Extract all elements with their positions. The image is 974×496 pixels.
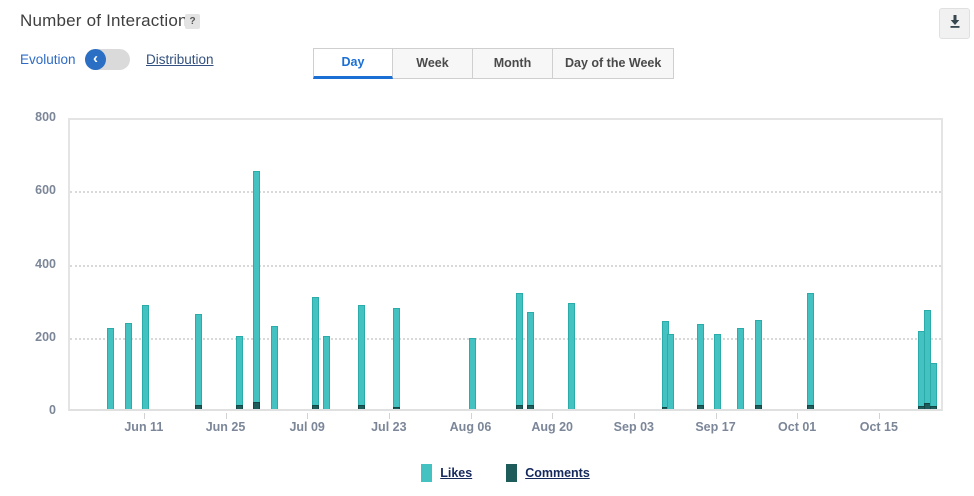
bar-likes[interactable] (527, 311, 535, 409)
comments-swatch-icon (506, 464, 518, 482)
y-axis-tick-label: 400 (35, 256, 56, 271)
bar-likes[interactable] (667, 333, 675, 409)
bar-likes[interactable] (253, 170, 261, 409)
likes-swatch-icon (421, 464, 433, 482)
y-axis-tick-label: 600 (35, 183, 56, 198)
x-axis-tick-label: Aug 06 (449, 420, 492, 434)
x-axis-tick-label: Sep 17 (695, 420, 736, 434)
bar-comments[interactable] (696, 405, 704, 409)
bar-comments[interactable] (527, 405, 535, 409)
bar-likes[interactable] (358, 304, 366, 409)
toggle-knob-chevron-left-icon: ‹ (85, 49, 106, 70)
download-button[interactable] (939, 8, 970, 39)
x-axis-tick-label: Jul 09 (289, 420, 325, 434)
x-axis-tick-mark (388, 413, 390, 419)
x-axis-tick-mark (552, 413, 554, 419)
period-tabs: Day Week Month Day of the Week (313, 48, 675, 79)
evolution-label[interactable]: Evolution (20, 52, 76, 67)
gridline (70, 337, 941, 340)
x-axis-tick-mark (633, 413, 635, 419)
x-axis-tick-label: Jun 25 (205, 420, 246, 434)
download-icon (947, 13, 963, 34)
bar-likes[interactable] (270, 325, 278, 409)
legend-label: Comments (525, 466, 590, 480)
tab-day-of-the-week[interactable]: Day of the Week (553, 48, 675, 79)
legend-label: Likes (440, 466, 473, 480)
distribution-label[interactable]: Distribution (146, 52, 214, 67)
bar-likes[interactable] (124, 322, 132, 409)
bar-likes[interactable] (469, 337, 476, 409)
x-axis-tick-mark (307, 413, 309, 419)
bar-likes[interactable] (696, 324, 704, 409)
x-axis-tick-label: Sep 03 (613, 420, 654, 434)
x-axis-tick-label: Oct 15 (859, 420, 898, 434)
x-axis-tick-mark (797, 413, 799, 419)
bar-likes[interactable] (515, 292, 523, 409)
bar-comments[interactable] (393, 406, 401, 409)
chart-legend: Likes Comments (68, 464, 943, 482)
help-icon[interactable]: ? (185, 14, 200, 29)
bar-likes[interactable] (754, 320, 762, 409)
bar-likes[interactable] (393, 308, 401, 409)
bar-comments[interactable] (358, 404, 366, 409)
bar-likes[interactable] (194, 313, 202, 409)
bar-likes[interactable] (323, 335, 331, 409)
x-axis-tick-label: Jul 23 (371, 420, 407, 434)
bar-likes[interactable] (929, 362, 937, 409)
gridline (70, 264, 941, 267)
x-axis-tick-label: Jun 11 (124, 420, 164, 434)
bar-comments[interactable] (253, 402, 261, 409)
bar-comments[interactable] (929, 406, 937, 409)
bar-comments[interactable] (754, 405, 762, 409)
bar-comments[interactable] (311, 404, 319, 409)
bar-comments[interactable] (807, 404, 815, 409)
x-axis-tick-mark (225, 413, 227, 419)
bar-likes[interactable] (737, 328, 745, 409)
x-axis-tick-mark (143, 413, 145, 419)
tab-day[interactable]: Day (313, 48, 393, 79)
y-axis-tick-label: 200 (35, 329, 56, 344)
bar-likes[interactable] (924, 310, 931, 409)
x-axis-tick-label: Oct 01 (778, 420, 817, 434)
x-axis-tick-mark (470, 413, 472, 419)
page-title: Number of Interactions (20, 11, 197, 30)
gridline (70, 191, 941, 194)
tab-week[interactable]: Week (393, 48, 473, 79)
legend-item-likes[interactable]: Likes (421, 464, 472, 482)
bar-likes[interactable] (568, 302, 576, 409)
bar-likes[interactable] (142, 304, 150, 409)
x-axis-tick-mark (878, 413, 880, 419)
chart-plot-area (68, 118, 943, 411)
legend-item-comments[interactable]: Comments (506, 464, 590, 482)
y-axis-tick-label: 0 (49, 403, 56, 417)
bar-comments[interactable] (194, 404, 202, 409)
x-axis-tick-mark (715, 413, 717, 419)
x-axis-tick-label: Aug 20 (531, 420, 573, 434)
y-axis-tick-label: 800 (35, 110, 56, 124)
bar-likes[interactable] (311, 297, 319, 409)
bar-likes[interactable] (714, 333, 721, 409)
bar-likes[interactable] (107, 328, 115, 409)
bar-likes[interactable] (807, 292, 815, 409)
bar-likes[interactable] (235, 335, 243, 409)
view-toggle-switch[interactable]: ‹ (85, 49, 130, 70)
bar-comments[interactable] (515, 404, 523, 409)
tab-month[interactable]: Month (473, 48, 553, 79)
bar-comments[interactable] (235, 405, 243, 409)
